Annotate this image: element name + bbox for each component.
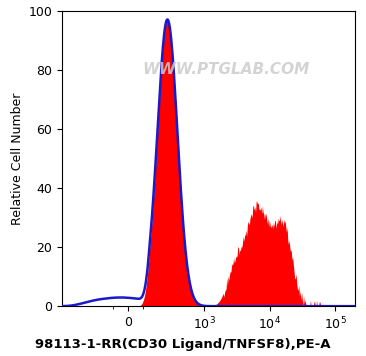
Y-axis label: Relative Cell Number: Relative Cell Number (11, 92, 25, 225)
Text: 98113-1-RR(CD30 Ligand/TNFSF8),PE-A: 98113-1-RR(CD30 Ligand/TNFSF8),PE-A (35, 337, 331, 351)
Text: WWW.PTGLAB.COM: WWW.PTGLAB.COM (143, 62, 310, 77)
